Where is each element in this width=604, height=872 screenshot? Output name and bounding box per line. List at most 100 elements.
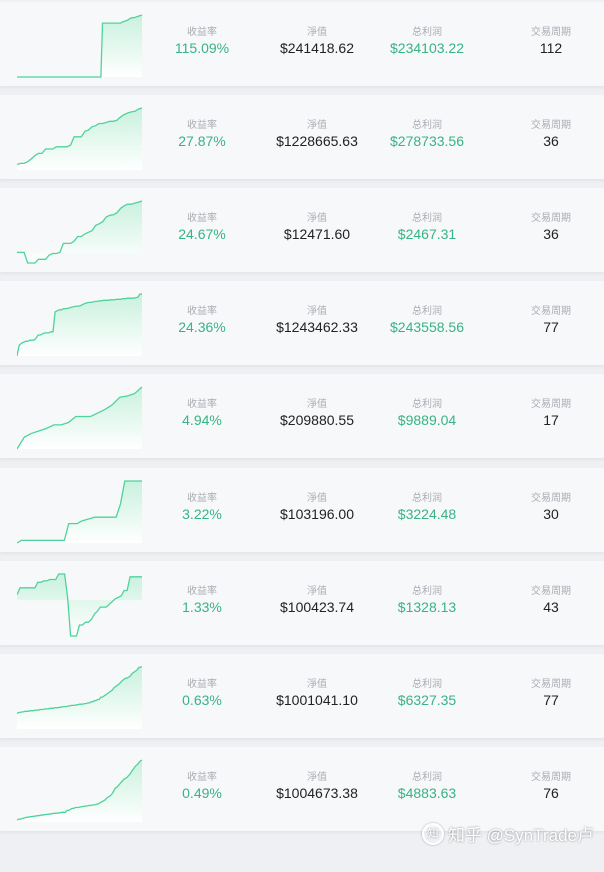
trade-period-value: 36	[543, 133, 559, 149]
equity-sparkline	[17, 200, 143, 264]
total-profit-stat: 总利润 $234103.22	[367, 26, 487, 57]
total-profit-stat: 总利润 $278733.56	[367, 119, 487, 150]
total-profit-stat: 总利润 $4883.63	[367, 771, 487, 802]
sparkline-line	[17, 573, 142, 637]
total-profit-label: 总利润	[412, 120, 442, 131]
total-profit-stat: 总利润 $9889.04	[367, 398, 487, 429]
sparkline-area	[17, 294, 142, 356]
sparkline-area	[17, 387, 142, 449]
equity-sparkline	[17, 666, 142, 729]
watermark-text: 知乎 @SynTrade卢	[447, 826, 594, 845]
return-rate-value: 3.22%	[182, 506, 222, 522]
return-rate-value: 4.94%	[182, 412, 222, 428]
trade-period-stat: 交易周期 17	[491, 398, 604, 429]
strategy-card[interactable]: 收益率 115.09% 淨值 $241418.62 总利润 $234103.22 交易周期 1…	[0, 2, 604, 86]
return-rate-label: 收益率	[187, 493, 217, 504]
total-profit-stat: 总利润 $1328.13	[367, 585, 487, 616]
equity-sparkline	[17, 759, 143, 822]
net-value-stat: 淨值 $103196.00	[257, 492, 377, 523]
equity-sparkline	[17, 573, 142, 637]
strategy-card[interactable]: 收益率 4.94% 淨值 $209880.55 总利润 $9889.04 交易周期 17	[0, 374, 604, 458]
trade-period-value: 30	[543, 506, 559, 522]
net-value-label: 淨值	[307, 586, 327, 597]
return-rate-label: 收益率	[187, 399, 217, 410]
trade-period-stat: 交易周期 30	[491, 492, 604, 523]
return-rate-stat: 收益率 0.63%	[142, 678, 262, 709]
return-rate-value: 1.33%	[182, 599, 222, 615]
trade-period-label: 交易周期	[531, 306, 571, 317]
strategy-card[interactable]: 收益率 24.36% 淨值 $1243462.33 总利润 $243558.56 交易周期 7…	[0, 281, 604, 365]
total-profit-stat: 总利润 $6327.35	[367, 678, 487, 709]
total-profit-value: $278733.56	[390, 133, 464, 149]
return-rate-stat: 收益率 115.09%	[142, 26, 262, 57]
sparkline-line	[17, 293, 142, 357]
return-rate-stat: 收益率 27.87%	[142, 119, 262, 150]
trade-period-value: 77	[543, 692, 559, 708]
net-value-label: 淨值	[307, 399, 327, 410]
trade-period-stat: 交易周期 77	[491, 305, 604, 336]
sparkline-line	[17, 666, 142, 715]
trade-period-value: 43	[543, 599, 559, 615]
strategy-card[interactable]: 收益率 1.33% 淨值 $100423.74 总利润 $1328.13 交易周期 43	[0, 561, 604, 645]
trade-period-label: 交易周期	[531, 120, 571, 131]
net-value-label: 淨值	[307, 493, 327, 504]
watermark: 知 知乎 @SynTrade卢	[421, 821, 594, 846]
equity-sparkline	[17, 480, 142, 544]
total-profit-label: 总利润	[412, 772, 442, 783]
trade-period-stat: 交易周期 36	[491, 119, 604, 150]
strategy-card[interactable]: 收益率 0.49% 淨值 $1004673.38 总利润 $4883.63 交易周期 76	[0, 747, 604, 831]
return-rate-value: 24.67%	[178, 226, 226, 242]
trade-period-label: 交易周期	[531, 586, 571, 597]
net-value-value: $100423.74	[280, 599, 354, 615]
net-value-stat: 淨值 $1243462.33	[257, 305, 377, 336]
sparkline-area	[17, 481, 142, 543]
net-value-label: 淨值	[307, 120, 327, 131]
total-profit-stat: 总利润 $2467.31	[367, 212, 487, 243]
trade-period-label: 交易周期	[531, 27, 571, 38]
strategy-card[interactable]: 收益率 3.22% 淨值 $103196.00 总利润 $3224.48 交易周期 30	[0, 468, 604, 552]
total-profit-value: $234103.22	[390, 40, 464, 56]
total-profit-label: 总利润	[412, 493, 442, 504]
return-rate-label: 收益率	[187, 679, 217, 690]
return-rate-label: 收益率	[187, 772, 217, 783]
total-profit-value: $9889.04	[397, 412, 457, 428]
net-value-value: $1243462.33	[276, 319, 358, 335]
net-value-value: $1228665.63	[276, 133, 358, 149]
trade-period-label: 交易周期	[531, 772, 571, 783]
return-rate-stat: 收益率 0.49%	[142, 771, 262, 802]
trade-period-value: 17	[543, 412, 559, 428]
trade-period-label: 交易周期	[531, 493, 571, 504]
net-value-label: 淨值	[307, 772, 327, 783]
trade-period-stat: 交易周期 77	[491, 678, 604, 709]
total-profit-value: $1328.13	[397, 599, 457, 615]
net-value-label: 淨值	[307, 213, 327, 224]
trade-period-value: 36	[543, 226, 559, 242]
net-value-label: 淨值	[307, 27, 327, 38]
sparkline-area	[17, 108, 142, 170]
total-profit-stat: 总利润 $3224.48	[367, 492, 487, 523]
return-rate-label: 收益率	[187, 27, 217, 38]
equity-sparkline	[17, 107, 143, 170]
sparkline-line	[17, 107, 143, 166]
net-value-value: $241418.62	[280, 40, 354, 56]
trade-period-label: 交易周期	[531, 399, 571, 410]
total-profit-label: 总利润	[412, 399, 442, 410]
trade-period-label: 交易周期	[531, 679, 571, 690]
total-profit-value: $4883.63	[397, 785, 457, 801]
return-rate-value: 27.87%	[178, 133, 226, 149]
sparkline-line	[17, 14, 143, 78]
trade-period-value: 76	[543, 785, 559, 801]
sparkline-line	[17, 386, 143, 450]
net-value-stat: 淨值 $1001041.10	[257, 678, 377, 709]
sparkline-area	[17, 760, 142, 822]
strategy-card[interactable]: 收益率 0.63% 淨值 $1001041.10 总利润 $6327.35 交易周期 77	[0, 654, 604, 738]
equity-sparkline	[17, 14, 143, 78]
strategy-card[interactable]: 收益率 27.87% 淨值 $1228665.63 总利润 $278733.56 交易周期 3…	[0, 95, 604, 179]
net-value-stat: 淨值 $12471.60	[257, 212, 377, 243]
strategy-card[interactable]: 收益率 24.67% 淨值 $12471.60 总利润 $2467.31 交易周期 36	[0, 188, 604, 272]
trade-period-stat: 交易周期 112	[491, 26, 604, 57]
total-profit-value: $6327.35	[397, 692, 457, 708]
equity-sparkline	[17, 293, 142, 357]
total-profit-label: 总利润	[412, 27, 442, 38]
net-value-label: 淨值	[307, 306, 327, 317]
